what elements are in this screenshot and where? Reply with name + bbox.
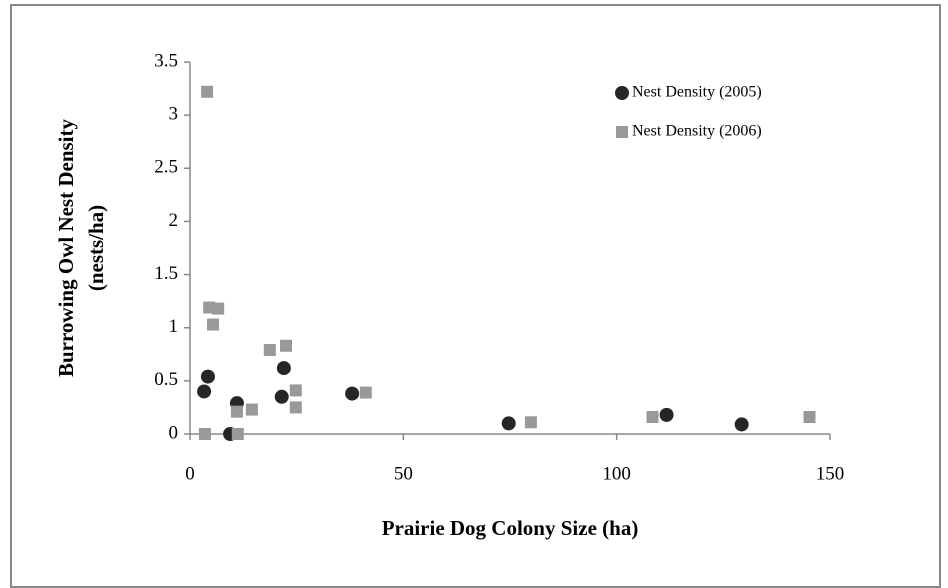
point bbox=[359, 386, 372, 399]
point bbox=[274, 389, 289, 404]
point bbox=[289, 384, 302, 397]
point bbox=[276, 361, 291, 376]
point bbox=[197, 384, 212, 399]
point bbox=[207, 318, 220, 331]
legend-label: Nest Density (2006) bbox=[632, 123, 762, 140]
point bbox=[659, 407, 674, 422]
point bbox=[345, 386, 360, 401]
point bbox=[803, 410, 816, 423]
point bbox=[263, 344, 276, 357]
legend-marker bbox=[616, 126, 628, 138]
point bbox=[231, 428, 244, 440]
point bbox=[230, 405, 243, 418]
x-tick-label: 50 bbox=[394, 463, 413, 484]
point bbox=[734, 417, 749, 432]
legend-label: Nest Density (2005) bbox=[632, 84, 762, 101]
y-tick-label: 0 bbox=[169, 422, 179, 443]
y-axis-title: (nests/ha) bbox=[84, 205, 108, 291]
point bbox=[524, 416, 537, 429]
point bbox=[200, 369, 215, 384]
y-axis-title: Burrowing Owl Nest Density bbox=[54, 118, 78, 377]
point bbox=[501, 416, 516, 431]
y-tick-label: 1 bbox=[169, 316, 179, 337]
point bbox=[201, 85, 214, 98]
x-tick-label: 100 bbox=[602, 463, 631, 484]
chart-frame bbox=[10, 4, 941, 588]
y-tick-label: 3 bbox=[169, 104, 179, 125]
x-axis-title: Prairie Dog Colony Size (ha) bbox=[382, 516, 639, 540]
x-tick-label: 150 bbox=[816, 463, 845, 484]
legend-marker bbox=[615, 86, 629, 100]
y-tick-label: 1.5 bbox=[154, 263, 178, 284]
point bbox=[646, 410, 659, 423]
point bbox=[280, 339, 292, 352]
x-tick-label: 0 bbox=[185, 463, 195, 484]
point bbox=[212, 302, 225, 315]
point bbox=[289, 401, 302, 414]
y-tick-label: 2 bbox=[169, 210, 179, 231]
y-tick-label: 0.5 bbox=[154, 369, 178, 390]
point bbox=[198, 428, 211, 440]
y-tick-label: 2.5 bbox=[154, 157, 178, 178]
y-tick-label: 3.5 bbox=[154, 50, 178, 71]
point bbox=[245, 403, 258, 416]
